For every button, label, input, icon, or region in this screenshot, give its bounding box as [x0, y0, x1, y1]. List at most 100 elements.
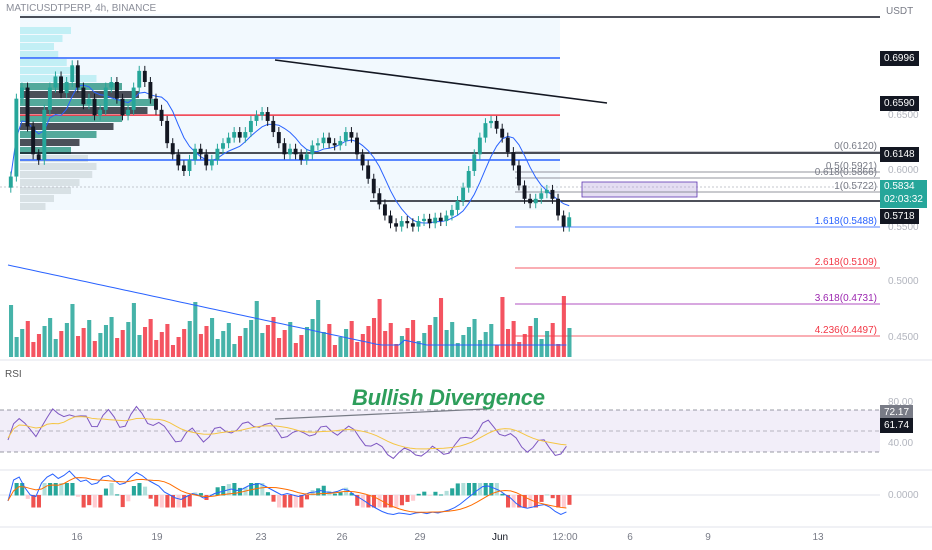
macd-histogram-bar [505, 495, 511, 508]
volume-bar [282, 330, 287, 357]
macd-histogram-bar [517, 495, 522, 508]
macd-histogram-bar [254, 483, 259, 496]
volume-bar [232, 344, 237, 357]
macd-histogram-bar [165, 495, 170, 508]
x-axis-label: 16 [71, 532, 83, 543]
candle [254, 115, 259, 121]
rsi-pane-title: RSI [5, 369, 22, 380]
x-axis-label: 6 [627, 532, 633, 543]
candle [472, 154, 477, 171]
volume-bar [59, 331, 64, 357]
price-tag: 0.6590 [880, 96, 919, 111]
candle [349, 132, 354, 138]
candle [87, 98, 91, 105]
volume-bar [455, 343, 460, 357]
volume-bar [338, 337, 343, 357]
volume-profile-bar [20, 27, 71, 34]
volume-profile-bar [20, 171, 93, 178]
volume-bar [383, 331, 388, 357]
macd-histogram-bar [539, 495, 544, 502]
volume-bar [237, 336, 243, 357]
candle [422, 218, 426, 222]
macd-histogram-bar [98, 495, 103, 508]
candle [461, 187, 466, 202]
volume-bar [293, 343, 298, 357]
macd-histogram-bar [545, 494, 550, 496]
macd-histogram-bar [176, 495, 181, 508]
fib-level-label: 0(0.6120) [834, 141, 877, 152]
volume-bar [221, 331, 226, 357]
macd-histogram-bar [533, 495, 538, 508]
volume-profile-bar [20, 163, 97, 170]
macd-histogram-bar [433, 491, 438, 496]
candle [53, 76, 58, 88]
candle [232, 132, 237, 138]
volume-bar [42, 326, 47, 357]
candle [522, 185, 527, 199]
macd-histogram-bar [282, 495, 287, 508]
candle [533, 198, 538, 204]
candle [299, 154, 304, 160]
macd-histogram-bar [310, 490, 315, 496]
volume-bar [310, 319, 315, 357]
macd-histogram-bar [64, 483, 69, 496]
candle [170, 143, 175, 155]
macd-histogram-bar [528, 495, 533, 508]
volume-bar [143, 327, 148, 357]
volume-bar [226, 323, 231, 357]
volume-bar [265, 325, 270, 357]
volume-bar [25, 321, 30, 357]
macd-histogram-bar [461, 483, 466, 496]
rsi-axis-label: 40.00 [888, 438, 914, 449]
macd-histogram-bar [360, 495, 365, 508]
macd-histogram-bar [103, 488, 109, 496]
macd-histogram-bar [399, 495, 404, 506]
macd-histogram-bar [489, 483, 494, 496]
volume-bar [327, 324, 332, 357]
volume-bar [450, 322, 455, 357]
macd-histogram-bar [131, 486, 136, 496]
volume-bar [416, 341, 421, 357]
candle [332, 143, 337, 146]
macd-histogram-bar [316, 488, 321, 496]
macd-histogram-bar [76, 495, 81, 497]
macd-histogram-bar [427, 495, 432, 496]
candle [343, 132, 348, 141]
volume-bar [126, 322, 131, 357]
price-axis-label: 0.4500 [888, 332, 919, 343]
candle [198, 148, 203, 155]
candle [215, 148, 220, 160]
price-axis-label: 0.6500 [888, 110, 919, 121]
volume-bar [550, 323, 555, 357]
volume-bar [438, 298, 444, 357]
volume-bar [466, 327, 471, 357]
macd-histogram-bar [332, 493, 337, 496]
candle [399, 221, 404, 227]
candle [338, 140, 343, 146]
candle [114, 81, 119, 99]
macd-histogram-bar [53, 483, 58, 496]
candle [394, 223, 399, 227]
fib-level-label: 0.5(0.5921) [826, 161, 877, 172]
macd-histogram-bar [182, 495, 187, 508]
volume-profile-bar [20, 43, 54, 50]
macd-histogram-bar [170, 495, 176, 508]
macd-histogram-bar [215, 487, 220, 496]
candle [31, 126, 36, 155]
symbol-header: MATICUSDTPERP, 4h, BINANCE [6, 3, 157, 14]
volume-bar [187, 321, 192, 357]
candle [148, 81, 153, 99]
macd-histogram-bar [438, 494, 444, 496]
volume-profile-bar [20, 139, 80, 146]
volume-bar [427, 325, 432, 357]
volume-bar [176, 337, 181, 357]
bullish-divergence-annotation: Bullish Divergence [352, 385, 545, 410]
candle [315, 143, 320, 146]
candle [427, 218, 432, 224]
macd-histogram-bar [120, 495, 125, 508]
volume-bar [154, 340, 159, 357]
candle [489, 120, 493, 124]
macd-histogram-bar [31, 495, 36, 508]
candle [109, 81, 114, 88]
